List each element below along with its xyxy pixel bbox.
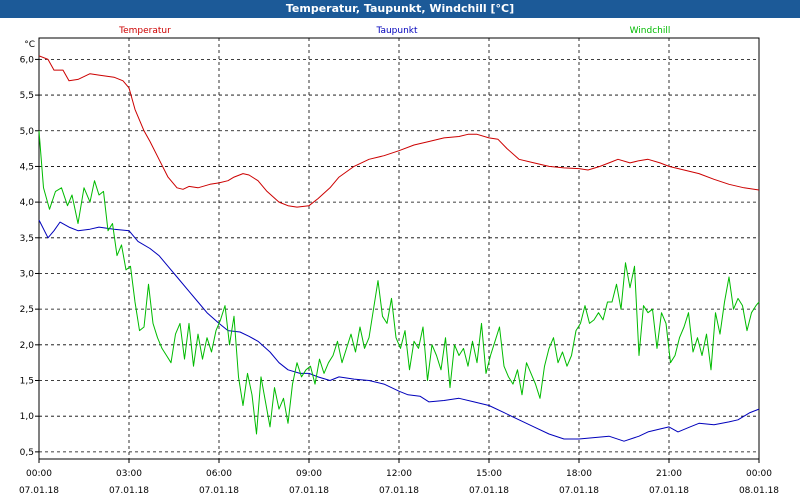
y-tick-label: 2,5 (20, 305, 34, 315)
y-tick-label: 4,5 (20, 162, 34, 172)
x-tick-time: 00:00 (26, 469, 52, 479)
x-tick-time: 15:00 (476, 469, 502, 479)
series-line-windchill (38, 130, 760, 435)
legend-windchill: Windchill (630, 26, 671, 36)
legend-temperatur: Temperatur (118, 26, 171, 36)
x-tick-date: 07.01.18 (469, 486, 509, 496)
x-tick-date: 07.01.18 (649, 486, 689, 496)
y-tick-label: 3,5 (20, 234, 34, 244)
series-line-temperatur (38, 55, 760, 208)
y-tick-label: 5,0 (20, 127, 35, 137)
x-tick-date: 07.01.18 (19, 486, 59, 496)
x-tick-time: 03:00 (116, 469, 142, 479)
y-tick-label: 5,5 (20, 91, 34, 101)
y-tick-label: 1,5 (20, 377, 34, 387)
series-line-taupunkt (38, 219, 760, 442)
legend-taupunkt: Taupunkt (375, 26, 418, 36)
y-tick-label: 6,0 (20, 55, 35, 65)
x-tick-time: 12:00 (386, 469, 412, 479)
x-tick-time: 06:00 (206, 469, 232, 479)
x-tick-time: 00:00 (746, 469, 772, 479)
x-tick-date: 07.01.18 (379, 486, 419, 496)
y-tick-label: 1,0 (20, 412, 35, 422)
window-title: Temperatur, Taupunkt, Windchill [°C] (0, 0, 800, 18)
x-tick-date: 07.01.18 (109, 486, 149, 496)
x-tick-date: 07.01.18 (199, 486, 239, 496)
y-tick-label: 0,5 (20, 448, 34, 458)
x-tick-date: 08.01.18 (739, 486, 779, 496)
y-tick-label: 2,0 (20, 341, 35, 351)
y-unit-label: °C (24, 40, 35, 50)
x-tick-time: 21:00 (656, 469, 682, 479)
y-tick-label: 3,0 (20, 269, 35, 279)
y-tick-label: 4,0 (20, 198, 35, 208)
x-tick-date: 07.01.18 (289, 486, 329, 496)
x-tick-date: 07.01.18 (559, 486, 599, 496)
x-tick-time: 09:00 (296, 469, 322, 479)
x-tick-time: 18:00 (566, 469, 592, 479)
